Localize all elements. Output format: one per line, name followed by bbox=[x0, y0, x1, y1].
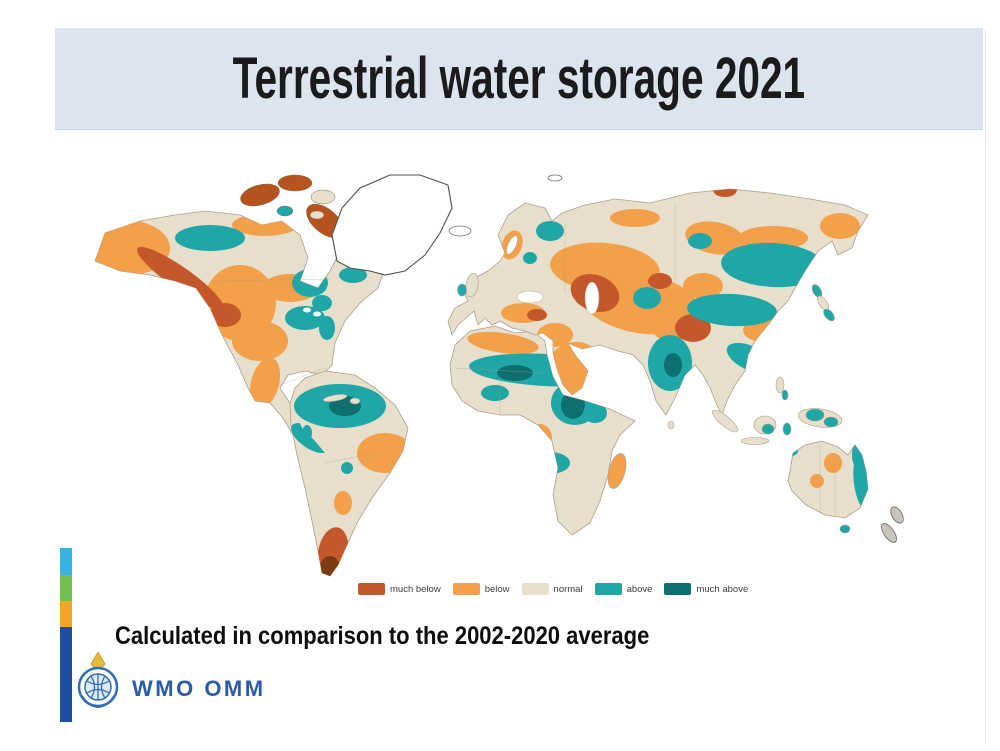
wmo-globe-icon bbox=[77, 652, 119, 708]
accent-bar-segment-blue bbox=[60, 627, 72, 722]
legend-item-below: below bbox=[452, 583, 510, 595]
legend-label-below: below bbox=[484, 583, 510, 595]
accent-bar-segment-green bbox=[60, 575, 72, 601]
page-title: Terrestrial water storage 2021 bbox=[232, 46, 806, 111]
legend-swatch-much-below bbox=[358, 583, 385, 595]
wmo-logo-text: WMO OMM bbox=[132, 676, 266, 701]
legend-label-normal: normal bbox=[553, 583, 583, 595]
legend-swatch-above bbox=[594, 583, 622, 595]
wmo-logo: WMO OMM bbox=[74, 652, 266, 710]
legend-item-much-above: much above bbox=[664, 583, 748, 595]
title-banner: Terrestrial water storage 2021 bbox=[55, 28, 983, 130]
legend-swatch-below bbox=[452, 583, 480, 595]
accent-bar-segment-orange bbox=[60, 601, 72, 627]
world-map bbox=[75, 163, 965, 578]
legend-label-above: above bbox=[626, 583, 653, 595]
legend-label-much-below: much below bbox=[390, 583, 441, 595]
accent-bar bbox=[60, 548, 72, 722]
legend-item-above: above bbox=[594, 583, 653, 595]
legend-label-much-above: much above bbox=[696, 583, 749, 595]
caption: Calculated in comparison to the 2002-202… bbox=[115, 622, 650, 650]
legend-swatch-much-above bbox=[664, 583, 692, 595]
map-legend: much below below normal above much above bbox=[358, 583, 748, 595]
accent-bar-segment-cyan bbox=[60, 548, 72, 575]
slide-right-edge bbox=[985, 30, 986, 745]
legend-swatch-normal bbox=[521, 583, 549, 595]
legend-item-normal: normal bbox=[521, 583, 583, 595]
legend-item-much-below: much below bbox=[358, 583, 441, 595]
world-map-svg bbox=[94, 174, 904, 577]
